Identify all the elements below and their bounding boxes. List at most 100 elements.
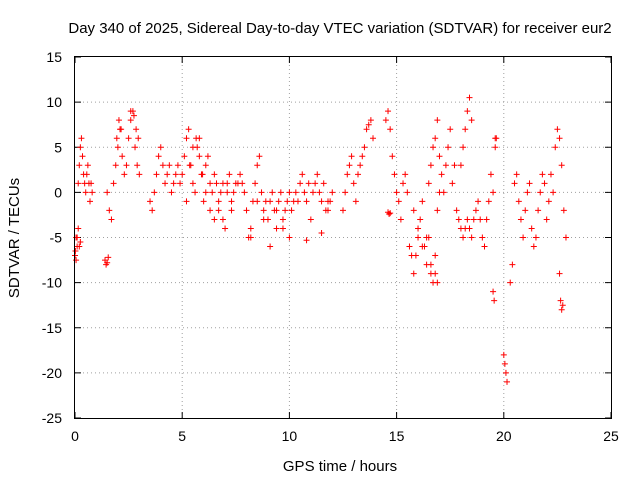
data-point	[367, 117, 374, 124]
x-tick-label: 20	[496, 428, 512, 444]
data-point	[260, 216, 267, 223]
data-point	[73, 257, 80, 264]
data-point	[504, 378, 511, 385]
data-point	[389, 153, 396, 160]
data-point	[363, 126, 370, 133]
y-tick-label: 15	[46, 49, 62, 65]
data-point	[202, 162, 209, 169]
data-point	[537, 189, 544, 196]
data-point	[513, 171, 520, 178]
data-point	[455, 216, 462, 223]
data-point	[254, 198, 261, 205]
data-point	[275, 198, 282, 205]
data-point	[230, 189, 237, 196]
data-point	[135, 135, 142, 142]
data-point	[136, 171, 143, 178]
grid	[75, 57, 611, 418]
data-point	[282, 207, 289, 214]
data-point	[164, 171, 171, 178]
data-point	[493, 135, 500, 142]
data-point	[189, 180, 196, 187]
y-tick-label: -5	[50, 230, 63, 246]
data-point	[404, 189, 411, 196]
data-point	[254, 162, 261, 169]
data-point	[460, 234, 467, 241]
data-point	[215, 207, 222, 214]
data-point	[432, 270, 439, 277]
data-point	[78, 135, 85, 142]
data-point	[470, 216, 477, 223]
data-point	[108, 216, 115, 223]
data-point	[166, 162, 173, 169]
data-point	[312, 180, 319, 187]
data-point	[211, 171, 218, 178]
data-point	[83, 171, 90, 178]
data-point	[170, 180, 177, 187]
data-point	[320, 180, 327, 187]
data-point	[294, 198, 301, 205]
data-point	[181, 153, 188, 160]
data-point	[110, 180, 117, 187]
data-point	[357, 162, 364, 169]
data-point	[385, 108, 392, 115]
y-tick-label: -10	[42, 275, 62, 291]
data-point	[447, 126, 454, 133]
data-point	[412, 252, 419, 259]
data-point	[520, 234, 527, 241]
data-point	[318, 198, 325, 205]
data-point	[507, 279, 514, 286]
data-point	[133, 126, 140, 133]
data-point	[127, 117, 134, 124]
data-point	[75, 180, 82, 187]
data-point	[466, 94, 473, 101]
data-point	[224, 189, 231, 196]
data-point	[258, 189, 265, 196]
data-point	[301, 189, 308, 196]
x-tick-label: 5	[178, 428, 186, 444]
y-tick-label: -25	[42, 410, 62, 426]
y-axis-label: SDTVAR / TECUs	[6, 178, 23, 298]
data-point	[445, 144, 452, 151]
data-point	[492, 144, 499, 151]
data-point	[468, 117, 475, 124]
data-point	[273, 225, 280, 232]
data-point	[228, 207, 235, 214]
data-point	[535, 207, 542, 214]
data-point	[155, 153, 162, 160]
data-point	[449, 180, 456, 187]
data-point	[406, 243, 413, 250]
data-point	[464, 216, 471, 223]
data-point	[252, 180, 259, 187]
data-point	[125, 135, 132, 142]
data-point	[118, 126, 125, 133]
data-point	[539, 171, 546, 178]
data-point	[72, 248, 79, 255]
data-point	[355, 171, 362, 178]
data-point	[490, 288, 497, 295]
data-point	[112, 162, 119, 169]
data-point	[528, 225, 535, 232]
data-point	[370, 135, 377, 142]
data-point	[359, 153, 366, 160]
data-point	[451, 162, 458, 169]
data-point	[481, 243, 488, 250]
data-point	[327, 198, 334, 205]
data-point	[247, 234, 254, 241]
data-point	[559, 302, 566, 309]
data-point	[279, 216, 286, 223]
data-point	[196, 153, 203, 160]
data-point	[491, 297, 498, 304]
data-point	[430, 144, 437, 151]
data-point	[475, 198, 482, 205]
data-point	[511, 180, 518, 187]
data-point	[183, 135, 190, 142]
data-point	[104, 259, 111, 266]
data-point	[562, 234, 569, 241]
data-point	[185, 126, 192, 133]
data-point	[267, 243, 274, 250]
data-point	[153, 171, 160, 178]
data-point	[88, 180, 95, 187]
y-tick-label: 0	[54, 184, 62, 200]
x-tick-labels: 0 5 10 15 20 25	[71, 428, 619, 444]
